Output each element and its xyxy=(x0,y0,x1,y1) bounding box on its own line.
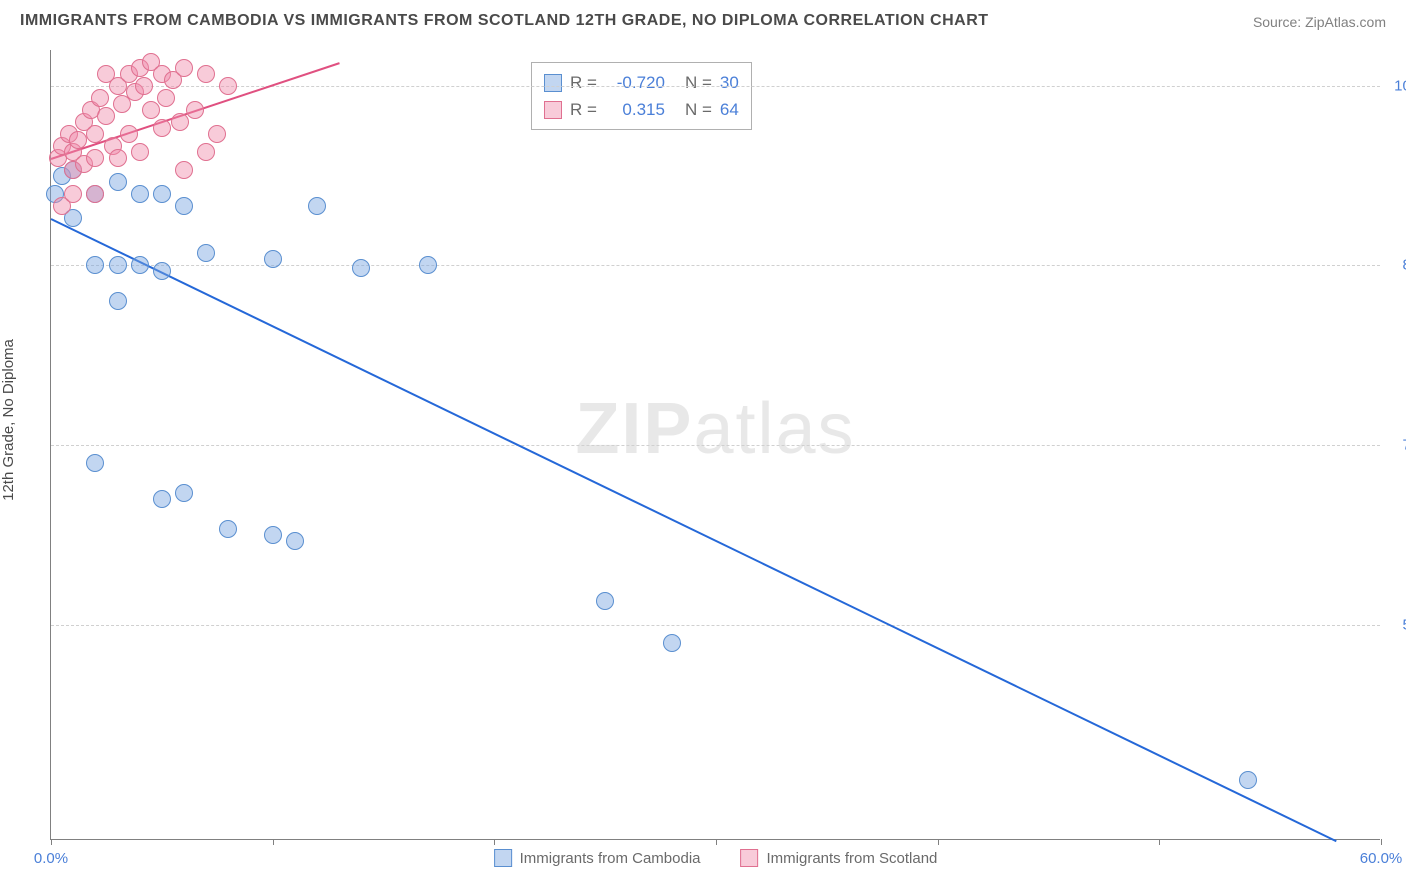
scatter-point xyxy=(109,149,127,167)
gridline xyxy=(51,265,1380,266)
y-axis-label: 12th Grade, No Diploma xyxy=(0,339,17,501)
scatter-point xyxy=(153,185,171,203)
r-label: R = xyxy=(570,96,597,123)
scatter-point xyxy=(197,65,215,83)
scatter-point xyxy=(97,107,115,125)
scatter-point xyxy=(663,634,681,652)
scatter-point xyxy=(109,173,127,191)
scatter-point xyxy=(157,89,175,107)
legend-swatch xyxy=(741,849,759,867)
r-label: R = xyxy=(570,69,597,96)
scatter-point xyxy=(86,185,104,203)
series-legend: Immigrants from Cambodia Immigrants from … xyxy=(494,849,938,867)
x-tick xyxy=(51,839,52,845)
source-attribution: Source: ZipAtlas.com xyxy=(1253,14,1386,30)
series-legend-label: Immigrants from Scotland xyxy=(767,850,938,867)
scatter-point xyxy=(131,256,149,274)
legend-swatch xyxy=(544,74,562,92)
scatter-point xyxy=(153,490,171,508)
scatter-point xyxy=(91,89,109,107)
scatter-point xyxy=(219,520,237,538)
series-legend-item: Immigrants from Scotland xyxy=(741,849,938,867)
n-value: 30 xyxy=(720,69,739,96)
scatter-point xyxy=(175,197,193,215)
scatter-point xyxy=(219,77,237,95)
r-value: -0.720 xyxy=(605,69,665,96)
n-label: N = xyxy=(673,69,712,96)
gridline xyxy=(51,445,1380,446)
scatter-point xyxy=(419,256,437,274)
scatter-point xyxy=(197,143,215,161)
scatter-point xyxy=(86,454,104,472)
scatter-point xyxy=(142,101,160,119)
x-tick xyxy=(716,839,717,845)
scatter-point xyxy=(69,131,87,149)
scatter-point xyxy=(352,259,370,277)
scatter-point xyxy=(86,125,104,143)
y-tick-label: 85.0% xyxy=(1402,257,1406,274)
scatter-point xyxy=(596,592,614,610)
x-tick xyxy=(938,839,939,845)
scatter-point xyxy=(197,244,215,262)
scatter-point xyxy=(264,526,282,544)
scatter-point xyxy=(286,532,304,550)
watermark: ZIPatlas xyxy=(575,388,855,470)
scatter-point xyxy=(264,250,282,268)
legend-swatch xyxy=(494,849,512,867)
y-tick-label: 100.0% xyxy=(1394,77,1406,94)
series-legend-label: Immigrants from Cambodia xyxy=(520,850,701,867)
n-value: 64 xyxy=(720,96,739,123)
trendline xyxy=(51,218,1338,842)
scatter-point xyxy=(86,149,104,167)
scatter-point xyxy=(135,77,153,95)
legend-swatch xyxy=(544,101,562,119)
n-label: N = xyxy=(673,96,712,123)
gridline xyxy=(51,625,1380,626)
scatter-point xyxy=(109,256,127,274)
scatter-point xyxy=(175,59,193,77)
scatter-point xyxy=(171,113,189,131)
scatter-point xyxy=(175,161,193,179)
x-tick-label: 0.0% xyxy=(34,850,68,867)
chart-title: IMMIGRANTS FROM CAMBODIA VS IMMIGRANTS F… xyxy=(20,12,989,30)
x-tick xyxy=(273,839,274,845)
x-tick-label: 60.0% xyxy=(1360,850,1403,867)
y-tick-label: 55.0% xyxy=(1402,616,1406,633)
x-tick xyxy=(1381,839,1382,845)
x-tick xyxy=(1159,839,1160,845)
scatter-point xyxy=(86,256,104,274)
scatter-point xyxy=(186,101,204,119)
gridline xyxy=(51,86,1380,87)
correlation-legend: R = -0.720 N = 30 R = 0.315 N = 64 xyxy=(531,62,752,130)
scatter-point xyxy=(109,292,127,310)
x-tick xyxy=(494,839,495,845)
legend-row: R = -0.720 N = 30 xyxy=(544,69,739,96)
plot-area: ZIPatlas R =-0.720N =30R =0.315N =64 Imm… xyxy=(50,50,1380,840)
scatter-point xyxy=(153,119,171,137)
scatter-point xyxy=(64,185,82,203)
r-value: 0.315 xyxy=(605,96,665,123)
legend-row: R = 0.315 N = 64 xyxy=(544,96,739,123)
scatter-point xyxy=(131,143,149,161)
scatter-point xyxy=(120,125,138,143)
scatter-point xyxy=(131,185,149,203)
series-legend-item: Immigrants from Cambodia xyxy=(494,849,701,867)
y-tick-label: 70.0% xyxy=(1402,437,1406,454)
scatter-point xyxy=(1239,771,1257,789)
scatter-point xyxy=(175,484,193,502)
scatter-point xyxy=(308,197,326,215)
scatter-point xyxy=(208,125,226,143)
scatter-point xyxy=(153,262,171,280)
